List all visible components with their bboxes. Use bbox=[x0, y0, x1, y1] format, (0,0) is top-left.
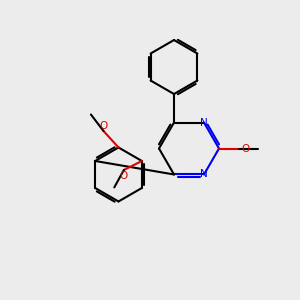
Text: O: O bbox=[241, 143, 249, 154]
Text: N: N bbox=[200, 169, 208, 179]
Text: O: O bbox=[99, 121, 108, 130]
Text: N: N bbox=[200, 118, 208, 128]
Text: O: O bbox=[120, 171, 128, 181]
